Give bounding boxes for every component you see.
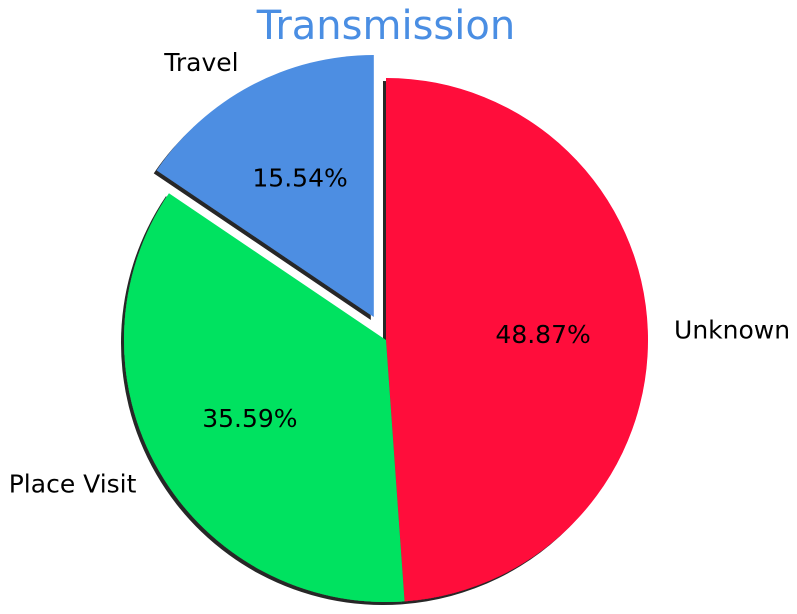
pie-value-label-travel: 15.54% <box>252 164 347 193</box>
pie-slice-travel <box>156 55 374 318</box>
pie-value-label-place-visit: 35.59% <box>202 404 297 433</box>
pie-slices <box>123 55 649 602</box>
pie-value-label-unknown: 48.87% <box>495 320 590 349</box>
pie-labels: 48.87% Unknown 35.59% Place Visit 15.54% Trav… <box>9 48 790 499</box>
pie-category-label-place-visit: Place Visit <box>9 470 137 499</box>
pie-slice-place-visit <box>123 193 405 602</box>
pie-slice-unknown <box>386 78 649 602</box>
pie-category-label-unknown: Unknown <box>674 315 790 344</box>
chart-title: Transmission <box>256 3 515 49</box>
pie-category-label-travel: Travel <box>163 48 238 77</box>
